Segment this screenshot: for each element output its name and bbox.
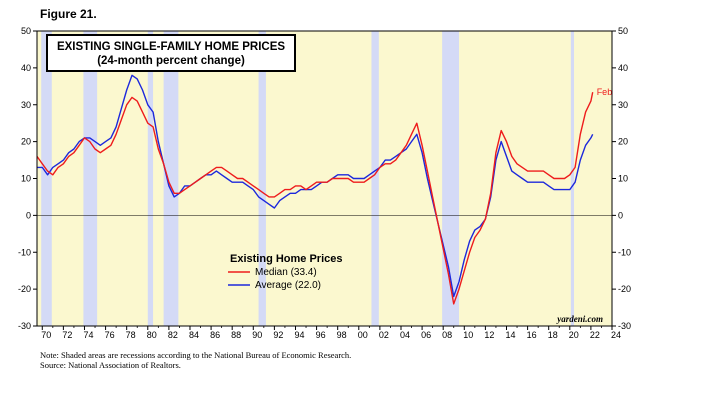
x-tick-label: 22 <box>590 330 600 340</box>
recession-band-6 <box>371 31 379 326</box>
x-tick-label: 16 <box>527 330 537 340</box>
x-tick-label: 84 <box>189 330 199 340</box>
legend-label-average: Average (22.0) <box>255 280 321 291</box>
footnote-note: Note: Shaded areas are recessions accord… <box>40 350 352 360</box>
series-line-average <box>37 74 594 298</box>
y-tick-label-left: 30 <box>21 100 31 110</box>
recession-band-1 <box>41 31 52 326</box>
y-tick-label-right: -20 <box>618 284 631 294</box>
chart-subtitle: (24-month percent change) <box>97 55 245 67</box>
x-tick-label: 72 <box>62 330 72 340</box>
x-tick-label: 12 <box>484 330 494 340</box>
y-tick-label-right: 30 <box>618 100 628 110</box>
x-tick-label: 86 <box>210 330 220 340</box>
y-tick-label-right: 40 <box>618 63 628 73</box>
y-tick-label-left: 20 <box>21 137 31 147</box>
recession-band-8 <box>570 31 575 326</box>
x-tick-label: 94 <box>294 330 304 340</box>
plot-background <box>37 31 612 326</box>
legend-title: Existing Home Prices <box>230 253 343 265</box>
y-tick-label-left: 40 <box>21 63 31 73</box>
x-tick-label: 90 <box>252 330 262 340</box>
series-line-median <box>36 92 594 305</box>
y-tick-label-right: -10 <box>618 247 631 257</box>
x-tick-label: 88 <box>231 330 241 340</box>
recession-band-5 <box>258 31 266 326</box>
figure-label: Figure 21. <box>40 7 97 21</box>
x-tick-label: 24 <box>611 330 621 340</box>
y-tick-label-right: 50 <box>618 26 628 36</box>
footnote-source: Source: National Association of Realtors… <box>40 360 181 370</box>
x-tick-label: 92 <box>273 330 283 340</box>
recession-band-7 <box>442 31 460 326</box>
y-tick-label-left: 10 <box>21 174 31 184</box>
y-tick-label-right: 20 <box>618 137 628 147</box>
end-annotation: Feb <box>597 87 613 97</box>
x-tick-label: 18 <box>548 330 558 340</box>
recession-band-3 <box>147 31 154 326</box>
recession-band-4 <box>163 31 179 326</box>
x-tick-label: 14 <box>505 330 515 340</box>
x-tick-label: 10 <box>463 330 473 340</box>
x-tick-label: 74 <box>83 330 93 340</box>
x-tick-label: 78 <box>126 330 136 340</box>
recession-band-2 <box>83 31 98 326</box>
y-tick-label-right: 0 <box>618 210 623 220</box>
x-tick-label: 80 <box>147 330 157 340</box>
x-tick-label: 06 <box>421 330 431 340</box>
y-tick-label-right: -30 <box>618 321 631 331</box>
y-tick-label-left: 50 <box>21 26 31 36</box>
y-tick-label-left: -30 <box>18 321 31 331</box>
x-tick-label: 82 <box>168 330 178 340</box>
chart-title: EXISTING SINGLE-FAMILY HOME PRICES <box>57 41 285 53</box>
title-box-frame <box>46 34 296 72</box>
x-tick-label: 08 <box>442 330 452 340</box>
x-tick-label: 70 <box>41 330 51 340</box>
y-tick-label-right: 10 <box>618 174 628 184</box>
x-tick-label: 96 <box>316 330 326 340</box>
x-tick-label: 04 <box>400 330 410 340</box>
x-tick-label: 76 <box>105 330 115 340</box>
chart-title-box: EXISTING SINGLE-FAMILY HOME PRICES (24-m… <box>46 34 296 72</box>
x-tick-label: 02 <box>379 330 389 340</box>
x-tick-label: 98 <box>337 330 347 340</box>
x-tick-label: 20 <box>569 330 579 340</box>
y-tick-label-left: -20 <box>18 284 31 294</box>
chart-legend: Existing Home Prices Median (33.4) Averag… <box>228 253 343 291</box>
y-tick-label-left: 0 <box>26 210 31 220</box>
x-tick-label: 00 <box>358 330 368 340</box>
watermark: yardeni.com <box>556 314 603 324</box>
y-tick-label-left: -10 <box>18 247 31 257</box>
legend-label-median: Median (33.4) <box>255 267 317 278</box>
